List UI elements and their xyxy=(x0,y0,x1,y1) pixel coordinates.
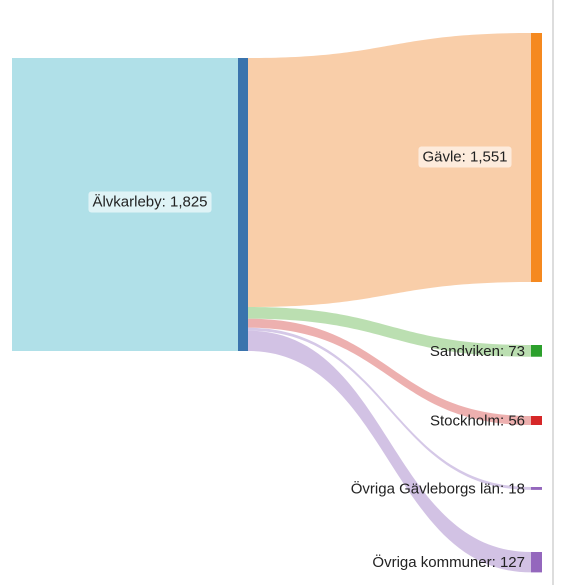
target-node xyxy=(531,487,542,490)
label-background xyxy=(88,191,212,213)
link xyxy=(248,327,531,490)
link xyxy=(248,33,531,308)
link xyxy=(248,318,531,425)
label-background xyxy=(418,146,512,168)
target-label: Övriga kommuner: 127 xyxy=(372,553,525,571)
target-label: Gävle: 1,551 xyxy=(422,148,507,165)
link xyxy=(248,330,531,573)
target-node xyxy=(531,552,542,573)
target-label: Övriga Gävleborgs län: 18 xyxy=(351,479,525,497)
target-node xyxy=(531,416,542,425)
target-label: Sandviken: 73 xyxy=(430,343,525,360)
source-label: Älvkarleby: 1,825 xyxy=(92,193,207,210)
source-node xyxy=(238,58,248,351)
link xyxy=(248,307,531,357)
target-label: Stockholm: 56 xyxy=(430,412,525,429)
target-node xyxy=(531,345,542,357)
target-node xyxy=(531,33,542,283)
